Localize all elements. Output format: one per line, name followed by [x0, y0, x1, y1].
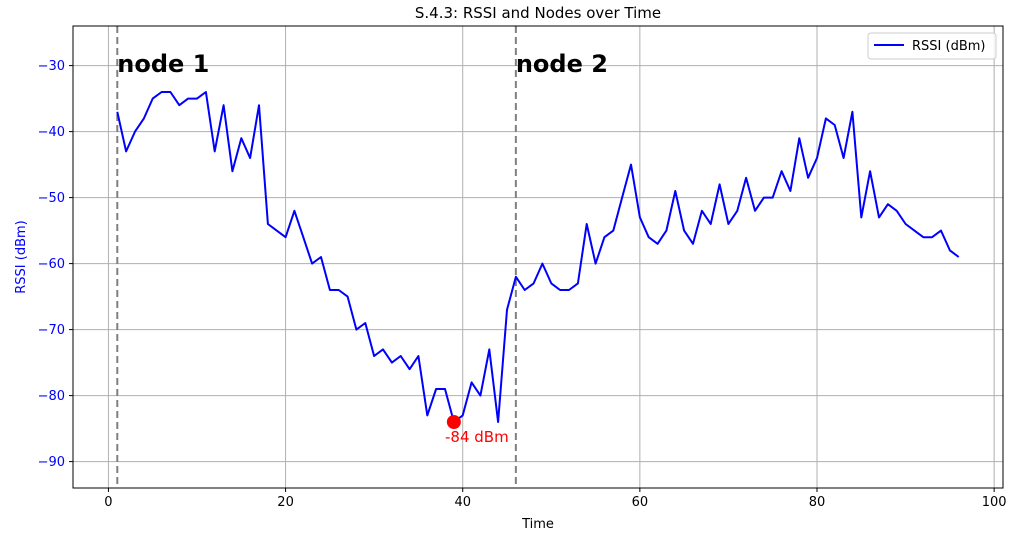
- x-axis-ticks: 0 20 40 60 80 100: [104, 488, 1007, 510]
- y-tick-label: −90: [38, 455, 65, 470]
- node-label: node 2: [516, 50, 608, 78]
- y-tick-label: −70: [38, 323, 65, 338]
- node-label: node 1: [117, 50, 209, 78]
- grid: [73, 26, 1003, 488]
- x-tick-label: 20: [277, 495, 294, 510]
- legend: RSSI (dBm): [867, 32, 997, 60]
- x-tick-label: 100: [982, 495, 1007, 510]
- node-markers: node 1 node 2: [116, 26, 608, 488]
- y-tick-label: −80: [38, 389, 65, 404]
- series-group: [116, 91, 960, 423]
- y-tick-label: −40: [38, 125, 65, 140]
- y-tick-label: −50: [38, 191, 65, 206]
- rssi-series-line: [116, 91, 960, 423]
- x-tick-label: 80: [809, 495, 826, 510]
- y-axis-ticks: −30 −40 −50 −60 −70 −80 −90: [38, 59, 73, 470]
- x-tick-label: 0: [104, 495, 112, 510]
- min-rssi-label: -84 dBm: [445, 428, 509, 446]
- annotations: -84 dBm: [445, 415, 509, 446]
- x-tick-label: 40: [454, 495, 471, 510]
- plot-frame: [72, 25, 1004, 489]
- min-rssi-point: [446, 415, 461, 429]
- legend-box: [867, 32, 997, 60]
- y-tick-label: −60: [38, 257, 65, 272]
- chart-title: S.4.3: RSSI and Nodes over Time: [415, 4, 661, 22]
- y-axis-label: RSSI (dBm): [14, 220, 29, 293]
- x-tick-label: 60: [632, 495, 649, 510]
- legend-label: RSSI (dBm): [912, 39, 985, 54]
- x-axis-label: Time: [521, 517, 554, 532]
- y-tick-label: −30: [38, 59, 65, 74]
